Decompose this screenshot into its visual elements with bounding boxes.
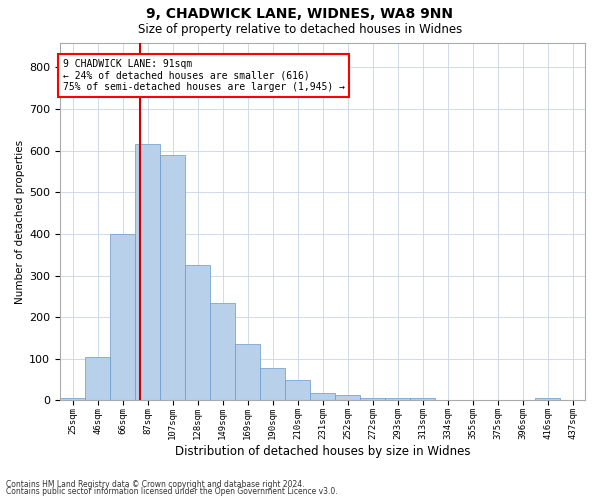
Bar <box>135 144 160 400</box>
Text: 9 CHADWICK LANE: 91sqm
← 24% of detached houses are smaller (616)
75% of semi-de: 9 CHADWICK LANE: 91sqm ← 24% of detached… <box>62 58 344 92</box>
Bar <box>285 380 310 400</box>
Bar <box>210 302 235 400</box>
Bar <box>310 393 335 400</box>
Text: Size of property relative to detached houses in Widnes: Size of property relative to detached ho… <box>138 22 462 36</box>
Text: 9, CHADWICK LANE, WIDNES, WA8 9NN: 9, CHADWICK LANE, WIDNES, WA8 9NN <box>146 8 454 22</box>
Bar <box>110 234 135 400</box>
Text: Contains public sector information licensed under the Open Government Licence v3: Contains public sector information licen… <box>6 488 338 496</box>
Y-axis label: Number of detached properties: Number of detached properties <box>15 140 25 304</box>
Bar <box>160 155 185 400</box>
Bar <box>335 395 360 400</box>
Text: Contains HM Land Registry data © Crown copyright and database right 2024.: Contains HM Land Registry data © Crown c… <box>6 480 305 489</box>
Bar <box>85 356 110 401</box>
Bar <box>385 398 410 400</box>
Bar <box>535 398 560 400</box>
Bar <box>260 368 285 400</box>
X-axis label: Distribution of detached houses by size in Widnes: Distribution of detached houses by size … <box>175 444 470 458</box>
Bar <box>360 398 385 400</box>
Bar <box>185 265 210 400</box>
Bar <box>235 344 260 401</box>
Bar <box>410 398 435 400</box>
Bar <box>60 398 85 400</box>
